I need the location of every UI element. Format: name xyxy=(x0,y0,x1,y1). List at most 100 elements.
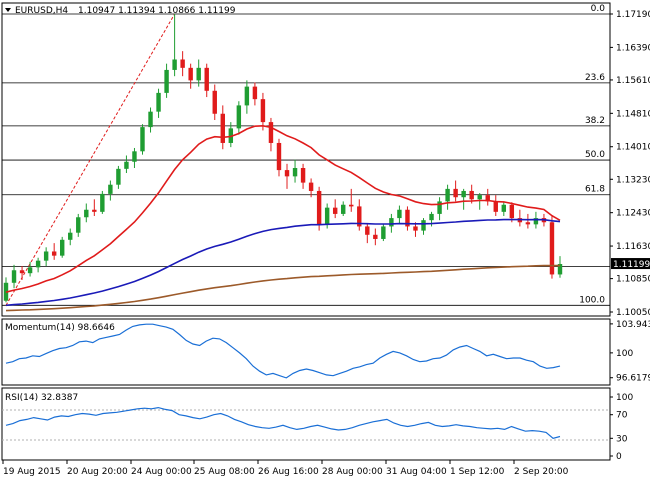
price-tick-label: 1.14010 xyxy=(616,143,650,153)
indicator-tick-label: 96.6179 xyxy=(616,374,650,384)
candle-body xyxy=(357,206,362,227)
candle-body xyxy=(316,190,322,225)
candle-body xyxy=(421,220,426,231)
moving-averages[interactable] xyxy=(5,124,561,312)
candle-body xyxy=(557,264,563,275)
time-tick-label: 25 Aug 08:00 xyxy=(194,467,255,477)
candle-body xyxy=(300,168,306,183)
time-tick-label: 19 Aug 2015 xyxy=(3,467,61,477)
momentum-line[interactable] xyxy=(5,323,561,379)
momentum-axis: 103.9435 100 96.6179 xyxy=(610,320,650,384)
current-price-label: 1.11199 xyxy=(613,260,650,270)
fibonacci-trendline[interactable] xyxy=(5,13,176,306)
indicator-tick-label: 30 xyxy=(616,434,628,444)
candle-body xyxy=(84,209,89,218)
candle-body xyxy=(188,67,193,81)
fib-level-label: 100.0 xyxy=(579,295,605,305)
candle-body xyxy=(381,226,386,239)
candle-body xyxy=(140,127,145,152)
candle-body xyxy=(365,226,370,235)
time-tick-label: 1 Sep 12:00 xyxy=(450,467,505,477)
rsi-pane-frame xyxy=(1,387,611,461)
candle-body xyxy=(244,86,250,106)
time-tick-label: 31 Aug 04:00 xyxy=(386,467,447,477)
time-tick-label: 26 Aug 16:00 xyxy=(258,467,319,477)
candle-body xyxy=(445,188,450,202)
chevron-down-icon[interactable] xyxy=(5,8,11,12)
price-tick-label: 1.11630 xyxy=(616,242,650,252)
candle-body xyxy=(308,182,314,191)
momentum-label: Momentum(14) 98.6646 xyxy=(5,323,115,333)
indicator-tick-label: 103.9435 xyxy=(616,320,650,330)
chart-ohlc: 1.10947 1.11394 1.10866 1.11199 xyxy=(78,6,236,16)
candle-body xyxy=(413,226,418,231)
time-tick-label: 28 Aug 00:00 xyxy=(322,467,383,477)
indicator-tick-label: 100 xyxy=(616,349,633,359)
candle-body xyxy=(461,190,466,198)
price-tick-label: 1.13230 xyxy=(616,175,650,185)
candle-body xyxy=(172,59,177,70)
candle-body xyxy=(124,161,129,169)
candle-body xyxy=(469,190,474,200)
candle-body xyxy=(19,270,25,274)
candle-body xyxy=(220,113,225,143)
price-tick-label: 1.10050 xyxy=(616,308,650,318)
candle-body xyxy=(43,251,49,261)
time-tick-label: 2 Sep 20:00 xyxy=(514,467,569,477)
current-price-tag: 1.11199 xyxy=(611,258,650,270)
candle-body xyxy=(148,111,153,128)
candle-body xyxy=(292,168,298,177)
candle-body xyxy=(156,92,161,112)
candle-body xyxy=(284,170,290,177)
fib-level-label: 61.8 xyxy=(585,185,605,195)
candle-body xyxy=(116,168,121,185)
candle-body xyxy=(332,207,338,214)
candle-body xyxy=(349,204,354,207)
time-tick-label: 24 Aug 00:00 xyxy=(131,467,192,477)
candle-body xyxy=(196,67,201,81)
fib-level-label: 0.0 xyxy=(591,4,606,14)
candle-body xyxy=(204,67,209,91)
candle-body xyxy=(493,201,498,212)
rsi-pane[interactable]: 100 70 30 0 RSI(14) 32.8387 xyxy=(1,387,633,462)
time-tick-label: 20 Aug 20:00 xyxy=(67,467,128,477)
candle-body xyxy=(453,188,458,198)
fib-level-label: 50.0 xyxy=(585,150,605,160)
rsi-line[interactable] xyxy=(5,406,561,439)
ma-slow-line xyxy=(5,264,560,312)
candle-body xyxy=(549,222,555,275)
candle-body xyxy=(485,195,490,202)
price-tick-label: 1.15610 xyxy=(616,76,650,86)
candle-body xyxy=(429,213,434,221)
fib-level-label: 23.6 xyxy=(585,73,605,83)
candle-body xyxy=(92,209,97,212)
candle-body xyxy=(59,239,65,256)
momentum-pane[interactable]: 103.9435 100 96.6179 Momentum(14) 98.6646 xyxy=(1,318,650,386)
price-tick-label: 1.12430 xyxy=(616,209,650,219)
candlesticks[interactable] xyxy=(3,14,563,303)
candle-body xyxy=(509,204,515,219)
candle-body xyxy=(260,99,266,123)
candle-body xyxy=(477,195,482,200)
price-tick-label: 1.16390 xyxy=(616,43,650,53)
candle-body xyxy=(252,86,258,100)
candle-body xyxy=(108,184,113,194)
candle-body xyxy=(324,207,330,225)
candle-body xyxy=(164,69,169,93)
candle-body xyxy=(501,204,507,212)
chart-symbol: EURUSD,H4 xyxy=(15,6,68,16)
candle-body xyxy=(51,251,57,256)
rsi-axis: 100 70 30 0 xyxy=(610,393,633,462)
price-axis: 1.17190 1.16390 1.15610 1.14810 1.14010 1.132… xyxy=(610,10,650,318)
indicator-tick-label: 100 xyxy=(616,393,633,403)
candle-body xyxy=(132,151,137,162)
price-tick-label: 1.14810 xyxy=(616,109,650,119)
candle-body xyxy=(268,122,274,143)
candle-body xyxy=(533,218,539,225)
time-axis: 19 Aug 2015 20 Aug 20:00 24 Aug 00:00 25 Au… xyxy=(2,460,569,477)
candle-body xyxy=(389,218,394,227)
candle-body xyxy=(397,209,402,219)
candle-body xyxy=(236,105,242,129)
